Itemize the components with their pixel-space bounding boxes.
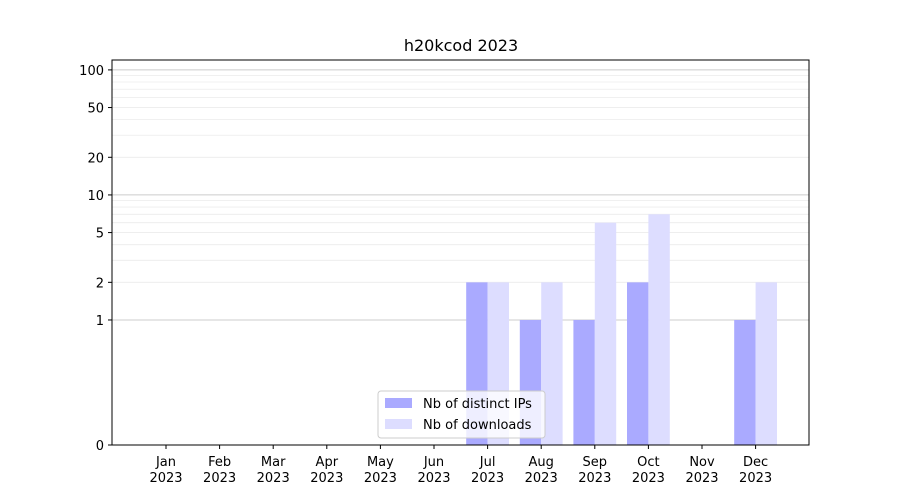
bar-distinct-ips <box>573 319 595 445</box>
bar-downloads <box>541 282 563 445</box>
legend: Nb of distinct IPs Nb of downloads <box>377 390 546 439</box>
legend-swatch-ips <box>385 398 412 408</box>
legend-box <box>377 390 546 439</box>
legend-swatch-downloads <box>385 419 412 429</box>
x-axis-ticks: Jan2023Feb2023Mar2023Apr2023May2023Jun20… <box>149 445 772 486</box>
x-tick-label-month: Dec <box>743 455 768 470</box>
x-tick-label-year: 2023 <box>417 471 450 486</box>
x-tick-label-month: Apr <box>316 455 339 470</box>
y-tick-label: 0 <box>96 439 104 454</box>
x-tick-label-year: 2023 <box>471 471 504 486</box>
bar-distinct-ips <box>627 282 649 445</box>
x-tick-label-year: 2023 <box>257 471 290 486</box>
plot-frame <box>111 59 810 446</box>
x-tick-label-year: 2023 <box>149 471 182 486</box>
bar-downloads <box>594 222 617 445</box>
x-tick-label-month: Oct <box>637 455 659 470</box>
x-tick-label-month: Jan <box>155 455 176 470</box>
x-tick-label-month: Mar <box>261 455 286 470</box>
x-tick-label-year: 2023 <box>578 471 611 486</box>
x-tick-label-year: 2023 <box>364 471 397 486</box>
x-tick-label-year: 2023 <box>203 471 236 486</box>
grid-lines <box>112 69 809 321</box>
y-tick-label: 1 <box>96 314 104 329</box>
y-tick-label: 10 <box>87 189 104 204</box>
bar-downloads <box>648 214 670 445</box>
bar-distinct-ips <box>734 319 756 445</box>
x-tick-label-year: 2023 <box>685 471 718 486</box>
x-tick-label-month: Jul <box>479 455 496 470</box>
y-tick-label: 20 <box>87 151 104 166</box>
x-tick-label-year: 2023 <box>739 471 772 486</box>
x-tick-label-month: Sep <box>583 455 608 470</box>
legend-label-downloads: Nb of downloads <box>423 418 532 433</box>
y-axis-ticks: 0 1 2 5 10 20 50 100 <box>79 64 112 454</box>
x-tick-label-year: 2023 <box>525 471 558 486</box>
bars <box>466 214 777 445</box>
y-tick-label: 100 <box>79 64 104 79</box>
bar-downloads <box>755 282 777 445</box>
x-tick-label-month: Nov <box>689 455 715 470</box>
x-tick-label-year: 2023 <box>632 471 665 486</box>
x-tick-label-month: Aug <box>529 455 554 470</box>
y-tick-label: 5 <box>96 227 104 242</box>
legend-label-ips: Nb of distinct IPs <box>423 397 532 412</box>
y-tick-label: 50 <box>87 102 104 117</box>
x-tick-label-month: Feb <box>208 455 231 470</box>
x-tick-label-month: Jun <box>423 455 444 470</box>
y-tick-label: 2 <box>96 276 104 291</box>
x-tick-label-month: May <box>367 455 394 470</box>
chart-title: h20kcod 2023 <box>404 36 518 55</box>
x-tick-label-year: 2023 <box>310 471 343 486</box>
